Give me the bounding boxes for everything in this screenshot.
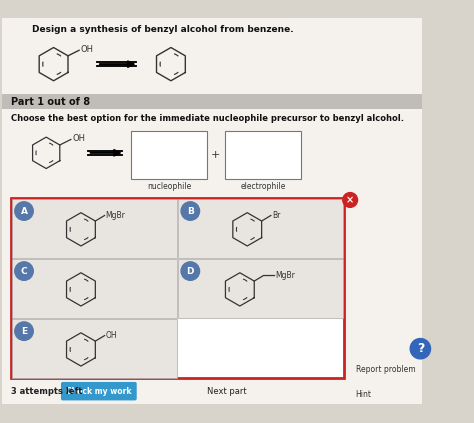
FancyBboxPatch shape bbox=[11, 198, 344, 378]
Text: OH: OH bbox=[73, 134, 86, 143]
Text: Part 1 out of 8: Part 1 out of 8 bbox=[11, 97, 90, 107]
FancyBboxPatch shape bbox=[11, 258, 177, 318]
Text: Hint: Hint bbox=[356, 390, 372, 399]
Text: OH: OH bbox=[81, 45, 94, 54]
FancyBboxPatch shape bbox=[226, 131, 301, 179]
Text: MgBr: MgBr bbox=[275, 271, 295, 280]
Text: D: D bbox=[187, 266, 194, 276]
Text: OH: OH bbox=[106, 331, 117, 340]
Text: A: A bbox=[20, 206, 27, 216]
Circle shape bbox=[343, 192, 357, 207]
FancyBboxPatch shape bbox=[61, 382, 137, 401]
Circle shape bbox=[15, 202, 33, 220]
FancyBboxPatch shape bbox=[178, 258, 343, 318]
Circle shape bbox=[181, 262, 200, 280]
Text: electrophile: electrophile bbox=[241, 182, 286, 191]
FancyBboxPatch shape bbox=[11, 198, 177, 258]
Circle shape bbox=[181, 202, 200, 220]
Text: Choose the best option for the immediate nucleophile precursor to benzyl alcohol: Choose the best option for the immediate… bbox=[11, 114, 404, 123]
Text: Report problem: Report problem bbox=[356, 365, 415, 374]
Text: Design a synthesis of benzyl alcohol from benzene.: Design a synthesis of benzyl alcohol fro… bbox=[32, 25, 294, 34]
FancyBboxPatch shape bbox=[131, 131, 207, 179]
Text: nucleophile: nucleophile bbox=[147, 182, 191, 191]
Text: ×: × bbox=[346, 195, 354, 205]
Circle shape bbox=[15, 262, 33, 280]
Text: Br: Br bbox=[272, 211, 280, 220]
FancyBboxPatch shape bbox=[2, 94, 422, 110]
Text: 3 attempts left: 3 attempts left bbox=[11, 387, 82, 396]
Text: B: B bbox=[187, 206, 194, 216]
Circle shape bbox=[410, 338, 430, 359]
Text: ?: ? bbox=[417, 342, 424, 355]
FancyBboxPatch shape bbox=[2, 18, 422, 404]
Circle shape bbox=[15, 322, 33, 341]
Text: MgBr: MgBr bbox=[106, 211, 125, 220]
FancyBboxPatch shape bbox=[178, 198, 343, 258]
Text: E: E bbox=[21, 327, 27, 335]
Text: Check my work: Check my work bbox=[66, 387, 132, 396]
Text: Next part: Next part bbox=[207, 387, 246, 396]
Text: +: + bbox=[210, 150, 220, 159]
FancyBboxPatch shape bbox=[11, 319, 177, 378]
Text: C: C bbox=[21, 266, 27, 276]
